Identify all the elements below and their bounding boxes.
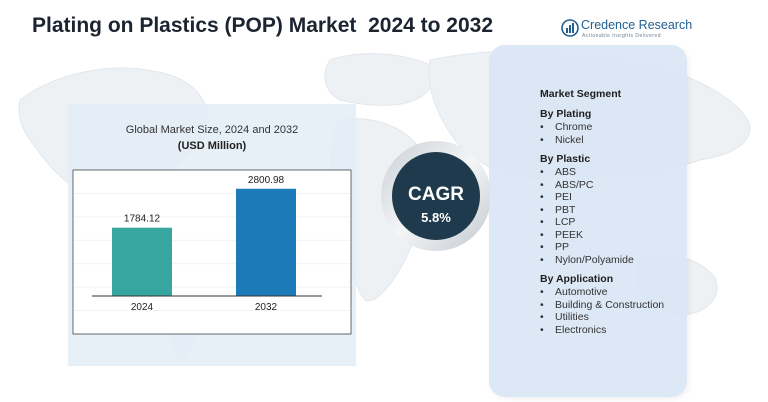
- category-label: 2024: [131, 302, 154, 313]
- segment-item-label: Automotive: [555, 286, 608, 298]
- segment-group: By Application • Automotive • Building & Con…: [540, 273, 685, 336]
- segment-item-label: ABS/PC: [555, 178, 594, 191]
- segment-item-label: Electronics: [555, 323, 607, 336]
- segment-item-label: PP: [555, 241, 570, 253]
- segment-item: • ABS: [540, 166, 685, 179]
- segment-list: Market Segment By Plating • Chrome • Nickel B…: [540, 88, 685, 343]
- segment-item-label: ABS: [555, 166, 577, 178]
- bullet-icon: •: [540, 133, 544, 146]
- chart-unit: (USD Million): [177, 140, 247, 152]
- market-segment-panel: Market Segment By Plating • Chrome • Nickel B…: [489, 45, 687, 397]
- logo-tagline: Actionable Insights Delivered: [582, 33, 661, 39]
- segment-item: • Utilities: [540, 311, 685, 324]
- bullet-icon: •: [540, 298, 544, 311]
- segment-group-title: By Plating: [540, 108, 592, 120]
- data-label: 1784.12: [124, 214, 161, 225]
- market-size-chart-panel: Global Market Size, 2024 and 2032 (USD M…: [68, 104, 356, 366]
- credence-research-logo: Credence Research Actionable Insights De…: [561, 14, 711, 48]
- bullet-icon: •: [540, 241, 544, 253]
- segment-item: • Electronics: [540, 324, 685, 337]
- segment-item-label: PEI: [555, 191, 572, 203]
- segment-item-label: Utilities: [555, 311, 589, 323]
- bullet-icon: •: [540, 286, 544, 298]
- segment-item: • Building & Construction: [540, 299, 685, 312]
- segment-item-label: PEEK: [555, 228, 584, 241]
- segment-item: • Automotive: [540, 286, 685, 299]
- data-label: 2800.98: [248, 175, 285, 186]
- bar-chart: 1784.12 2024 2800.98 2032: [72, 169, 352, 335]
- segment-heading: Market Segment: [540, 88, 622, 100]
- segment-item-label: Building & Construction: [555, 298, 665, 311]
- segment-item: • PEI: [540, 191, 685, 204]
- segment-item: • PBT: [540, 204, 685, 217]
- page-title: Plating on Plastics (POP) Market 2024 to…: [32, 14, 494, 37]
- segment-group-title: By Application: [540, 273, 614, 285]
- cagr-label: CAGR: [408, 184, 464, 205]
- cagr-value: 5.8%: [421, 210, 451, 225]
- bullet-icon: •: [540, 228, 544, 241]
- segment-item: • Nylon/Polyamide: [540, 254, 685, 267]
- bullet-icon: •: [540, 203, 544, 216]
- cagr-badge: CAGR 5.8%: [380, 140, 492, 252]
- segment-item: • ABS/PC: [540, 179, 685, 192]
- segment-group-title: By Plastic: [540, 153, 591, 165]
- bullet-icon: •: [540, 216, 544, 228]
- segment-item-label: LCP: [555, 216, 576, 228]
- bullet-icon: •: [540, 253, 544, 266]
- bullet-icon: •: [540, 323, 544, 336]
- bullet-icon: •: [540, 121, 544, 133]
- chart-title: Global Market Size, 2024 and 2032: [125, 124, 299, 136]
- segment-item: • Nickel: [540, 134, 685, 147]
- segment-item: • PP: [540, 241, 685, 254]
- segment-item-label: Nickel: [555, 133, 584, 146]
- bar-2024: [112, 227, 172, 296]
- segment-item-label: PBT: [555, 203, 576, 216]
- bullet-icon: •: [540, 311, 544, 323]
- segment-item: • PEEK: [540, 229, 685, 242]
- segment-group: By Plastic • ABS • ABS/PC • PEI • PBT • LCP • PEEK • P…: [540, 153, 685, 266]
- segment-item: • LCP: [540, 216, 685, 229]
- bullet-icon: •: [540, 178, 544, 191]
- segment-group: By Plating • Chrome • Nickel: [540, 108, 685, 146]
- segment-item: • Chrome: [540, 121, 685, 134]
- bar-2032: [236, 188, 296, 296]
- segment-item-label: Nylon/Polyamide: [555, 253, 634, 266]
- bullet-icon: •: [540, 191, 544, 203]
- bullet-icon: •: [540, 166, 544, 178]
- category-label: 2032: [255, 302, 278, 313]
- cagr-ring: [381, 141, 491, 251]
- segment-item-label: Chrome: [555, 121, 593, 133]
- bar-chart-globe-icon: [561, 19, 579, 37]
- logo-name: Credence Research: [581, 18, 693, 32]
